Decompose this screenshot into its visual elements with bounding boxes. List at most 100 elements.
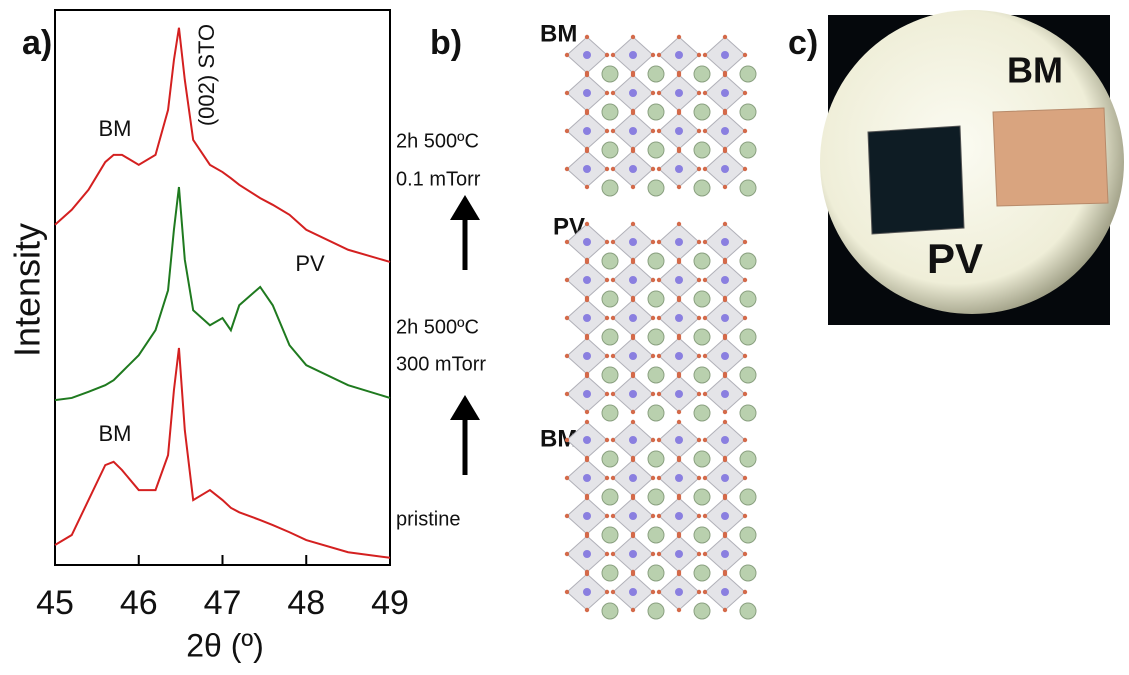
oxygen bbox=[696, 277, 702, 283]
oxygen bbox=[650, 315, 656, 321]
b-site bbox=[583, 165, 591, 173]
b-site bbox=[721, 390, 729, 398]
oxygen bbox=[650, 513, 656, 519]
oxygen bbox=[610, 166, 616, 172]
a-site bbox=[693, 328, 711, 346]
b-site bbox=[721, 238, 729, 246]
oxygen bbox=[722, 72, 728, 78]
oxygen bbox=[650, 391, 656, 397]
oxygen bbox=[584, 533, 590, 539]
x-tick-label: 48 bbox=[287, 584, 325, 622]
oxygen bbox=[742, 277, 748, 283]
oxygen bbox=[742, 391, 748, 397]
a-site bbox=[693, 65, 711, 83]
oxygen bbox=[584, 110, 590, 116]
x-tick-label: 45 bbox=[36, 584, 74, 622]
b-site bbox=[629, 436, 637, 444]
a-site bbox=[693, 103, 711, 121]
oxygen bbox=[604, 315, 610, 321]
oxygen bbox=[610, 475, 616, 481]
oxygen bbox=[610, 239, 616, 245]
oxygen bbox=[676, 335, 682, 341]
oxygen bbox=[742, 437, 748, 443]
b-site bbox=[583, 276, 591, 284]
oxygen bbox=[584, 34, 590, 40]
oxygen bbox=[696, 513, 702, 519]
plot-frame bbox=[54, 9, 391, 566]
b-site bbox=[629, 352, 637, 360]
oxygen bbox=[604, 128, 610, 134]
oxygen bbox=[610, 589, 616, 595]
oxygen bbox=[564, 315, 570, 321]
a-site bbox=[693, 141, 711, 159]
oxygen bbox=[702, 475, 708, 481]
oxygen bbox=[742, 315, 748, 321]
oxygen bbox=[676, 259, 682, 265]
oxygen bbox=[584, 72, 590, 78]
oxygen bbox=[604, 90, 610, 96]
oxygen bbox=[742, 166, 748, 172]
panel-label: a) bbox=[22, 24, 52, 62]
oxygen bbox=[584, 297, 590, 303]
oxygen bbox=[584, 571, 590, 577]
oxygen bbox=[630, 34, 636, 40]
a-site bbox=[739, 366, 757, 384]
oxygen bbox=[676, 495, 682, 501]
b-site bbox=[675, 51, 683, 59]
oxygen bbox=[630, 297, 636, 303]
oxygen bbox=[610, 128, 616, 134]
oxygen bbox=[610, 353, 616, 359]
b-site bbox=[675, 165, 683, 173]
oxygen bbox=[650, 353, 656, 359]
panel-label: c) bbox=[788, 24, 818, 62]
oxygen bbox=[676, 409, 682, 415]
oxygen bbox=[656, 551, 662, 557]
oxygen bbox=[564, 437, 570, 443]
a-site bbox=[601, 328, 619, 346]
b-site bbox=[583, 474, 591, 482]
a-site bbox=[647, 328, 665, 346]
condition-label: 2h 500ºC bbox=[396, 130, 479, 152]
oxygen bbox=[610, 513, 616, 519]
b-site bbox=[629, 474, 637, 482]
oxygen bbox=[722, 148, 728, 154]
oxygen bbox=[604, 166, 610, 172]
oxygen bbox=[610, 437, 616, 443]
b-site bbox=[583, 390, 591, 398]
oxygen bbox=[610, 391, 616, 397]
b-site bbox=[675, 512, 683, 520]
oxygen bbox=[584, 409, 590, 415]
structure-label: BM bbox=[540, 20, 577, 47]
b-site bbox=[721, 436, 729, 444]
b-site bbox=[629, 550, 637, 558]
a-site bbox=[647, 404, 665, 422]
b-site bbox=[583, 436, 591, 444]
a-site bbox=[693, 252, 711, 270]
oxygen bbox=[584, 184, 590, 190]
oxygen bbox=[722, 373, 728, 379]
oxygen bbox=[564, 128, 570, 134]
a-site bbox=[693, 366, 711, 384]
oxygen bbox=[722, 607, 728, 613]
oxygen bbox=[650, 239, 656, 245]
oxygen bbox=[656, 239, 662, 245]
a-site bbox=[739, 450, 757, 468]
b-site bbox=[583, 588, 591, 596]
condition-label: pristine bbox=[396, 508, 460, 530]
oxygen bbox=[630, 373, 636, 379]
a-site bbox=[693, 290, 711, 308]
oxygen bbox=[564, 277, 570, 283]
oxygen bbox=[584, 373, 590, 379]
oxygen bbox=[676, 148, 682, 154]
oxygen bbox=[696, 239, 702, 245]
oxygen bbox=[742, 589, 748, 595]
b-site bbox=[721, 588, 729, 596]
oxygen bbox=[702, 239, 708, 245]
a-site bbox=[739, 103, 757, 121]
b-site bbox=[629, 127, 637, 135]
b-site bbox=[675, 588, 683, 596]
a-site bbox=[601, 404, 619, 422]
b-site bbox=[629, 51, 637, 59]
oxygen bbox=[650, 589, 656, 595]
a-site bbox=[601, 450, 619, 468]
